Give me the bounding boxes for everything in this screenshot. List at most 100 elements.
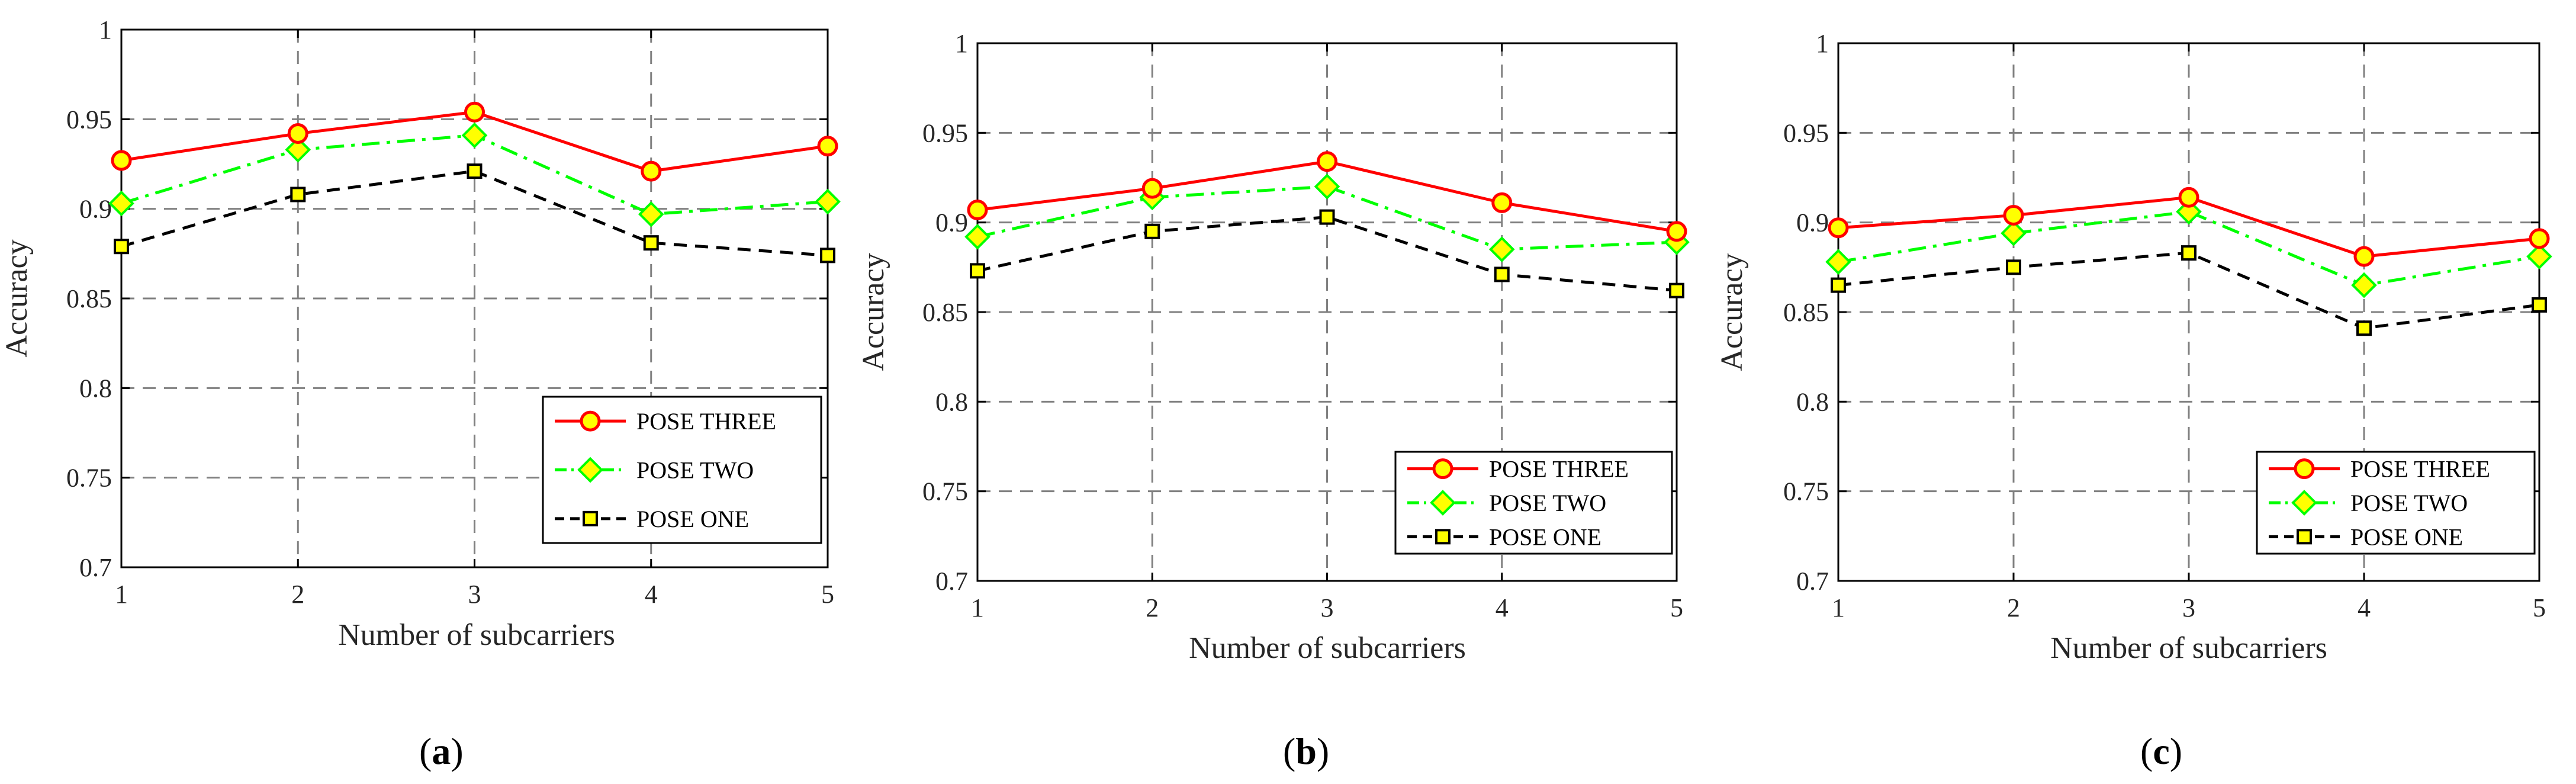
chart-panel-b: 1 2 3 4 5 0.7 0.75 0.8 0.85 0.9 0.95 1 Number of sub… [857, 29, 1690, 772]
legend-label: POSE ONE [2350, 523, 2463, 550]
data-point-pose-two [285, 136, 311, 163]
legend-label: POSE ONE [636, 506, 749, 532]
y-tick-label: 0.75 [1783, 477, 1829, 506]
y-tick-label: 0.85 [66, 284, 112, 313]
x-tick-label: 4 [1496, 593, 1509, 622]
y-tick-label: 0.7 [79, 553, 112, 582]
x-tick-label: 2 [1146, 593, 1159, 622]
data-point-pose-two [1488, 236, 1515, 262]
data-point-pose-three [817, 136, 838, 157]
y-tick-label: 0.9 [935, 208, 968, 237]
legend-marker [1435, 529, 1451, 545]
y-tick-label: 0.7 [1796, 567, 1829, 596]
x-tick-label: 5 [2533, 593, 2546, 622]
data-point-pose-two [1314, 173, 1340, 200]
data-point-pose-three [111, 150, 132, 171]
x-tick-label: 2 [291, 580, 304, 609]
x-tick-label: 1 [971, 593, 984, 622]
x-axis-label: Number of subcarriers [2050, 631, 2327, 665]
x-axis-label: Number of subcarriers [338, 618, 615, 652]
legend: POSE THREE POSE TWO POSE ONE [1394, 451, 1673, 555]
data-point-pose-one [820, 248, 835, 264]
y-tick-label: 0.85 [1783, 298, 1829, 327]
legend-label: POSE THREE [636, 408, 776, 435]
data-point-pose-three [287, 123, 308, 144]
data-point-pose-two [638, 201, 664, 227]
legend-marker [583, 510, 598, 526]
data-point-pose-one [467, 163, 483, 179]
y-tick-label: 0.8 [1796, 387, 1829, 416]
data-point-pose-one [2006, 259, 2021, 275]
panel-label: (a) [419, 730, 464, 772]
y-tick-label: 1 [1816, 29, 1829, 58]
legend-marker [2291, 490, 2317, 516]
legend-marker [1432, 458, 1453, 480]
y-tick-label: 0.9 [79, 195, 112, 224]
data-point-pose-three [2353, 246, 2375, 267]
legend-label: POSE TWO [2350, 490, 2468, 516]
data-point-pose-two [964, 224, 990, 250]
series-line-pose-two [1838, 210, 2540, 287]
data-point-pose-two [1825, 249, 1851, 275]
y-tick-label: 0.8 [935, 387, 968, 416]
legend: POSE THREE POSE TWO POSE ONE [542, 396, 822, 544]
x-tick-label: 2 [2007, 593, 2020, 622]
x-tick-label: 1 [1832, 593, 1845, 622]
series-line-pose-one [977, 216, 1677, 293]
x-tick-label: 3 [1321, 593, 1334, 622]
data-point-pose-three [1317, 151, 1337, 172]
legend-label: POSE ONE [1489, 523, 1601, 550]
y-axis-label: Accuracy [0, 239, 34, 357]
x-tick-label: 1 [115, 580, 128, 609]
data-point-pose-three [1666, 221, 1687, 242]
data-point-pose-one [1494, 266, 1510, 282]
data-point-pose-two [2176, 198, 2202, 225]
legend-marker [580, 410, 601, 432]
data-point-pose-one [970, 263, 985, 279]
data-point-pose-one [1831, 277, 1846, 293]
data-point-pose-one [290, 187, 306, 203]
legend-marker [2297, 529, 2312, 545]
legend-label: POSE THREE [2350, 456, 2490, 483]
y-tick-label: 0.75 [66, 464, 112, 493]
legend-marker [1430, 490, 1456, 516]
y-tick-label: 0.95 [922, 118, 968, 147]
x-tick-label: 5 [821, 580, 834, 609]
data-point-pose-one [2181, 245, 2196, 261]
x-tick-label: 3 [2182, 593, 2195, 622]
data-point-pose-three [641, 160, 662, 182]
y-tick-label: 0.95 [66, 105, 112, 134]
x-tick-label: 3 [468, 580, 481, 609]
series-line-pose-two [977, 185, 1677, 251]
legend-marker [577, 457, 603, 483]
legend: POSE THREE POSE TWO POSE ONE [2256, 451, 2536, 555]
panel-label: (c) [2140, 730, 2182, 772]
y-tick-label: 0.7 [935, 567, 968, 596]
x-axis-label: Number of subcarriers [1189, 631, 1466, 665]
y-tick-label: 0.8 [79, 374, 112, 403]
y-axis-label: Accuracy [1715, 253, 1749, 371]
y-tick-label: 1 [955, 29, 968, 58]
x-tick-label: 5 [1670, 593, 1683, 622]
data-point-pose-one [2356, 320, 2372, 336]
y-tick-label: 1 [99, 15, 112, 44]
panel-label: (b) [1283, 730, 1329, 772]
chart-panel-a: 1 2 3 4 5 0.7 0.75 0.8 0.85 0.9 0.95 1 Number of sub… [0, 15, 841, 772]
y-tick-label: 0.95 [1783, 118, 1829, 147]
y-tick-label: 0.85 [922, 298, 968, 327]
legend-label: POSE TWO [636, 457, 754, 484]
data-point-pose-one [643, 235, 659, 251]
data-point-pose-three [464, 101, 485, 123]
data-point-pose-three [1141, 178, 1163, 199]
data-point-pose-three [2003, 205, 2024, 226]
data-point-pose-one [1319, 209, 1335, 225]
data-point-pose-three [1828, 217, 1849, 239]
data-point-pose-two [108, 190, 134, 217]
y-axis-label: Accuracy [857, 253, 890, 371]
data-point-pose-one [1669, 282, 1684, 298]
data-point-pose-three [2529, 228, 2550, 249]
chart-panel-c: 1 2 3 4 5 0.7 0.75 0.8 0.85 0.9 0.95 1 Number of sub… [1715, 29, 2552, 772]
y-tick-label: 0.9 [1796, 208, 1829, 237]
data-point-pose-one [2532, 297, 2547, 313]
